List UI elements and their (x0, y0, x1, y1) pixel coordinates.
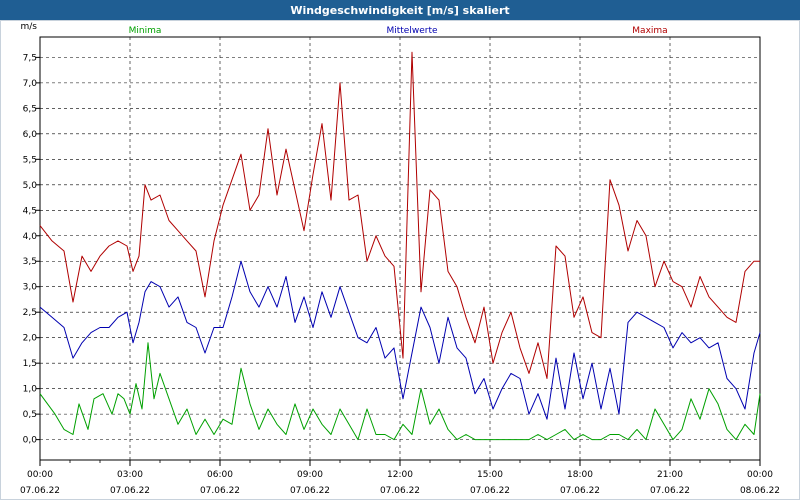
series-line-minima (39, 342, 761, 441)
y-tick-label: 0,5 (23, 410, 37, 420)
x-tick-date-label: 07.06.22 (380, 486, 420, 496)
series (39, 51, 761, 441)
x-tick-date-label: 07.06.22 (20, 486, 60, 496)
x-tick-time-label: 18:00 (567, 470, 593, 480)
y-tick-label: 4,0 (23, 232, 38, 242)
x-tick-time-label: 12:00 (387, 470, 413, 480)
x-tick-time-label: 00:00 (747, 470, 773, 480)
y-tick-label: 1,5 (23, 359, 37, 369)
y-tick-label: 2,0 (23, 334, 38, 344)
series-line-mittelwerte (39, 260, 761, 420)
legend-entry-mittelwerte: Mittelwerte (386, 26, 437, 36)
y-tick-label: 7,5 (23, 53, 37, 63)
y-tick-label: 3,0 (23, 283, 38, 293)
x-tick-date-label: 08.06.22 (740, 486, 780, 496)
x-tick-time-label: 00:00 (27, 470, 53, 480)
y-tick-label: 5,5 (23, 155, 37, 165)
series-line-maxima (39, 51, 760, 379)
x-tick-time-label: 15:00 (477, 470, 503, 480)
x-tick-time-label: 06:00 (207, 470, 233, 480)
grid (40, 37, 760, 460)
y-tick-label: 2,5 (23, 308, 37, 318)
chart-title: Windgeschwindigkeit [m/s] skaliert (0, 0, 800, 20)
x-tick-time-label: 21:00 (657, 470, 683, 480)
y-tick-label: 0,0 (23, 436, 38, 446)
legend: Minima Mittelwerte Maxima (129, 26, 668, 36)
x-tick-date-label: 07.06.22 (560, 486, 600, 496)
axes: 0,0 0,5 1,0 1,5 2,0 2,5 3,0 3,5 4,0 4,5 5,0 5,5 6,0 6… (20, 22, 780, 496)
y-tick-label: 5,0 (23, 181, 38, 191)
x-tick-time-label: 03:00 (117, 470, 143, 480)
y-tick-label: 7,0 (23, 79, 38, 89)
y-tick-label: 6,5 (23, 104, 37, 114)
legend-entry-maxima: Maxima (632, 26, 667, 36)
x-tick-time-label: 09:00 (297, 470, 323, 480)
legend-entry-minima: Minima (129, 26, 162, 36)
x-tick-date-label: 07.06.22 (470, 486, 510, 496)
y-tick-label: 1,0 (23, 385, 38, 395)
y-tick-label: 3,5 (23, 257, 37, 267)
x-tick-date-label: 07.06.22 (110, 486, 150, 496)
x-tick-date-label: 07.06.22 (650, 486, 690, 496)
y-tick-label: 6,0 (23, 130, 38, 140)
wind-speed-chart: 0,0 0,5 1,0 1,5 2,0 2,5 3,0 3,5 4,0 4,5 5,0 5,5 6,0 6… (20, 22, 780, 496)
y-axis-label: m/s (21, 22, 38, 32)
y-tick-label: 4,5 (23, 206, 37, 216)
x-tick-date-label: 07.06.22 (290, 486, 330, 496)
x-tick-date-label: 07.06.22 (200, 486, 240, 496)
